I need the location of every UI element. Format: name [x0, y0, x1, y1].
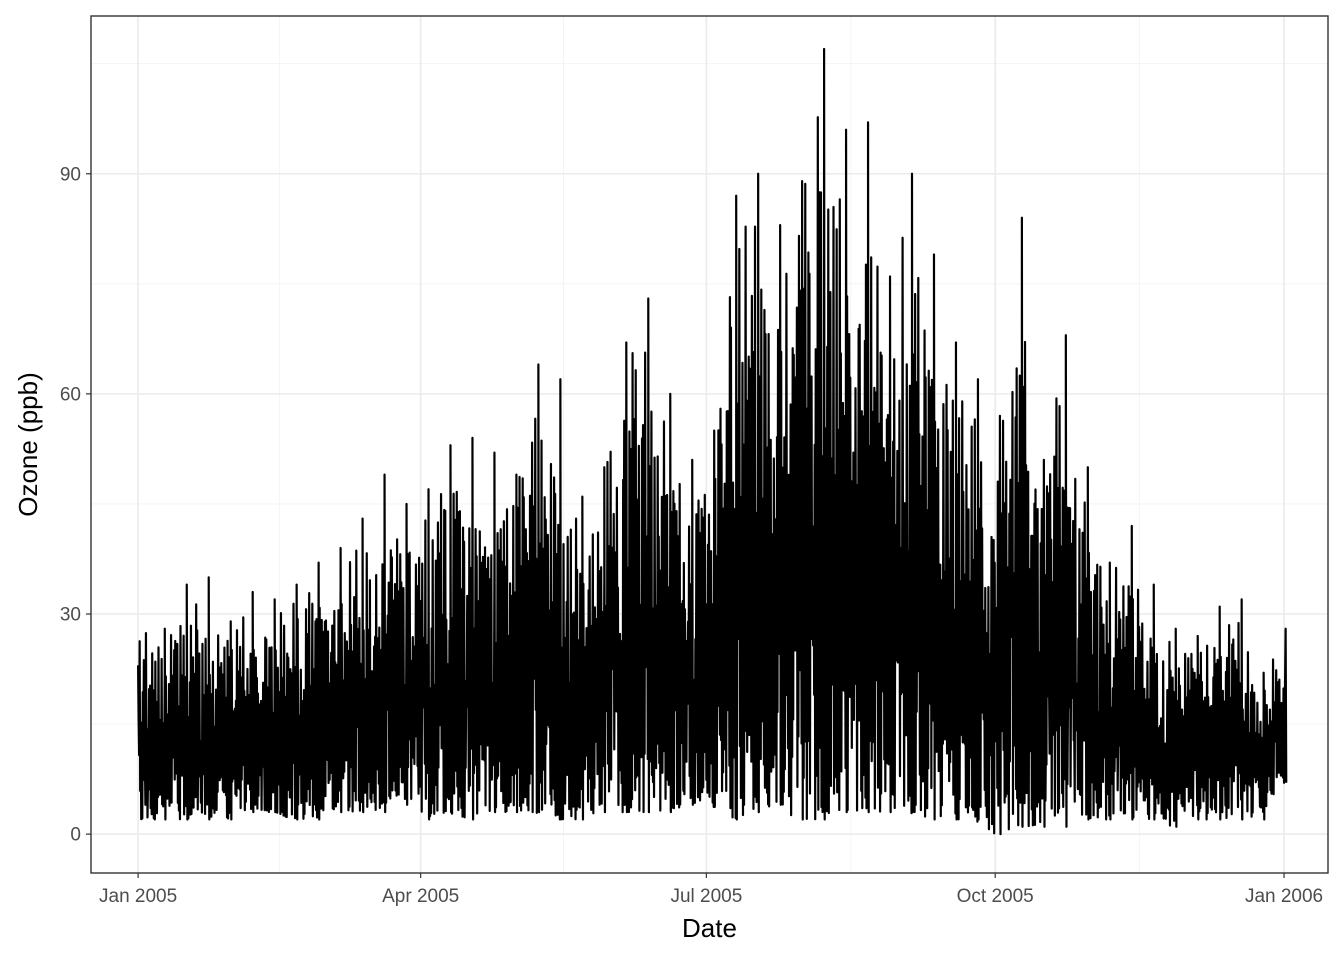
y-axis-title: Ozone (ppb): [13, 372, 43, 517]
ozone-series-line: [136, 47, 1288, 836]
y-tick-label: 60: [60, 384, 81, 405]
y-tick-label: 0: [70, 825, 81, 846]
x-axis: Jan 2005 Apr 2005 Jul 2005 Oct 2005 Jan 2006: [99, 873, 1323, 907]
x-tick-label: Apr 2005: [382, 886, 459, 907]
panel-border: [90, 15, 1329, 874]
x-tick-label: Jan 2005: [99, 886, 177, 907]
y-tick-label: 90: [60, 164, 81, 185]
y-axis: 0 30 60 90: [60, 164, 91, 846]
x-tick-label: Jan 2006: [1245, 886, 1323, 907]
x-tick-label: Jul 2005: [670, 886, 742, 907]
x-tick-label: Oct 2005: [957, 886, 1034, 907]
x-axis-title: Date: [682, 913, 737, 943]
y-tick-label: 30: [60, 604, 81, 625]
